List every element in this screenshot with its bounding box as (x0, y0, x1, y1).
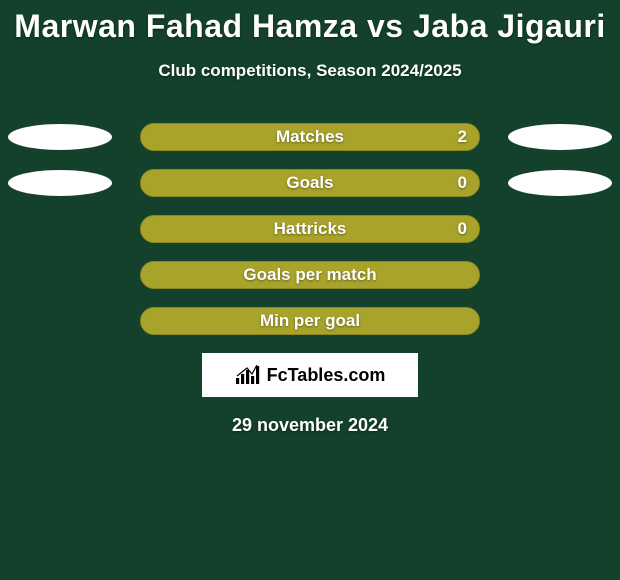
stat-row: Hattricks 0 (0, 215, 620, 243)
date-label: 29 november 2024 (0, 415, 620, 436)
stat-label: Goals per match (243, 265, 376, 285)
stat-label: Matches (276, 127, 344, 147)
left-oval (8, 170, 112, 196)
stat-rows: Matches 2 Goals 0 Hattricks 0 Goals per match M… (0, 123, 620, 335)
stat-label: Goals (286, 173, 333, 193)
stat-label: Min per goal (260, 311, 360, 331)
stat-value: 0 (458, 173, 467, 193)
stat-row: Min per goal (0, 307, 620, 335)
stat-bar: Matches 2 (140, 123, 480, 151)
left-oval (8, 124, 112, 150)
stat-row: Goals 0 (0, 169, 620, 197)
source-logo: FcTables.com (202, 353, 418, 397)
stat-row: Matches 2 (0, 123, 620, 151)
stat-bar: Goals per match (140, 261, 480, 289)
stats-card: Marwan Fahad Hamza vs Jaba Jigauri Club … (0, 0, 620, 580)
right-oval (508, 170, 612, 196)
stat-row: Goals per match (0, 261, 620, 289)
bar-chart-icon (235, 365, 261, 385)
stat-value: 0 (458, 219, 467, 239)
stat-bar: Goals 0 (140, 169, 480, 197)
page-title: Marwan Fahad Hamza vs Jaba Jigauri (0, 0, 620, 45)
subtitle: Club competitions, Season 2024/2025 (0, 61, 620, 81)
stat-bar: Hattricks 0 (140, 215, 480, 243)
stat-value: 2 (458, 127, 467, 147)
stat-label: Hattricks (274, 219, 347, 239)
stat-bar: Min per goal (140, 307, 480, 335)
logo-text: FcTables.com (267, 365, 386, 386)
right-oval (508, 124, 612, 150)
